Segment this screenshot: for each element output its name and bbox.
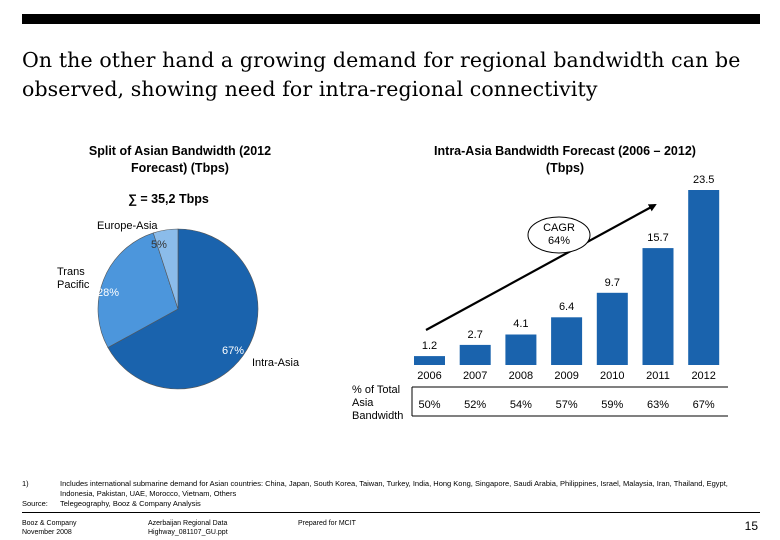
bar-value-label: 9.7 [604, 276, 620, 289]
bar-value-label: 15.7 [647, 232, 669, 245]
footer-rule [22, 512, 760, 513]
source-label: Source: [22, 499, 48, 508]
footer-date: November 2008 [22, 529, 72, 536]
bar-value-label: 6.4 [558, 301, 575, 314]
pie-slice-intra-asia [107, 228, 259, 390]
pie-slice-europe-asia [152, 228, 179, 310]
bar-2007 [459, 344, 491, 365]
slide-title: On the other hand a growing demand for r… [22, 48, 741, 101]
bar-chart-title: Intra-Asia Bandwidth Forecast (2006 – 20… [434, 144, 696, 175]
bar-2009 [551, 317, 583, 365]
share-value: 67% [692, 399, 715, 411]
year-label: 2007 [462, 370, 488, 382]
pie-slice-trans-pacific [97, 232, 179, 348]
title-bar-rule [22, 14, 760, 24]
pie-chart [97, 228, 259, 390]
pie-label-trans-pacific: Trans Pacific [57, 266, 90, 291]
share-value: 50% [418, 399, 441, 411]
footer-company-name: Booz & Company [22, 520, 77, 527]
cagr-trend-arrow [425, 204, 657, 331]
share-row-label: % of Total Asia Bandwidth [352, 384, 404, 422]
bar-chart [411, 190, 728, 417]
pie-chart-title: Split of Asian Bandwidth (2012 Forecast)… [88, 144, 272, 175]
bar-value-label: 4.1 [513, 318, 529, 331]
page-number: 15 [744, 519, 758, 533]
share-value: 59% [601, 399, 624, 411]
share-value: 54% [509, 399, 532, 411]
bar-value-label: 1.2 [421, 340, 438, 353]
share-value: 63% [646, 399, 670, 411]
bar-2012 [688, 190, 720, 365]
bar-2010 [596, 292, 628, 365]
share-value: 52% [464, 399, 487, 411]
cagr-label: CAGR 64% [530, 222, 588, 248]
bar-value-label: 23.5 [692, 174, 715, 186]
pie-value-europe-asia: 5% [151, 239, 167, 251]
year-label: 2010 [600, 370, 625, 382]
pie-value-trans-pacific: 28% [97, 287, 120, 299]
footer-prepared-for: Prepared for MCIT [298, 520, 356, 527]
footer-doc-title: Azerbaijan Regional Data [148, 520, 228, 527]
footnote-text: Includes international submarine demand … [60, 479, 728, 498]
footnote-marker: 1) [22, 479, 29, 488]
cagr-oval [527, 216, 591, 254]
bar-2006 [414, 356, 445, 365]
year-label: 2006 [417, 370, 442, 382]
year-label: 2008 [508, 370, 534, 382]
bar-2008 [505, 334, 537, 365]
year-label: 2009 [554, 370, 579, 382]
pie-value-intra-asia: 67% [222, 345, 245, 357]
pie-label-intra-asia: Intra-Asia [252, 357, 300, 369]
bar-value-label: 2.7 [467, 328, 483, 341]
cagr-label-text: CAGR [543, 222, 575, 234]
year-label: 2012 [691, 370, 716, 382]
year-label: 2011 [646, 370, 670, 382]
footer-doc-file: Highway_081107_GU.ppt [148, 529, 228, 536]
footer-company: Booz & Company November 2008 [22, 519, 76, 537]
pie-label-europe-asia: Europe-Asia [97, 220, 158, 232]
cagr-value: 64% [547, 235, 571, 247]
pie-total-label: ∑ = 35,2 Tbps [128, 192, 209, 206]
bar-2011 [642, 248, 674, 365]
source-text: Telegeography, Booz & Company Analysis [60, 499, 201, 508]
footer-document: Azerbaijan Regional Data Highway_081107_… [148, 519, 228, 537]
share-value: 57% [555, 399, 578, 411]
